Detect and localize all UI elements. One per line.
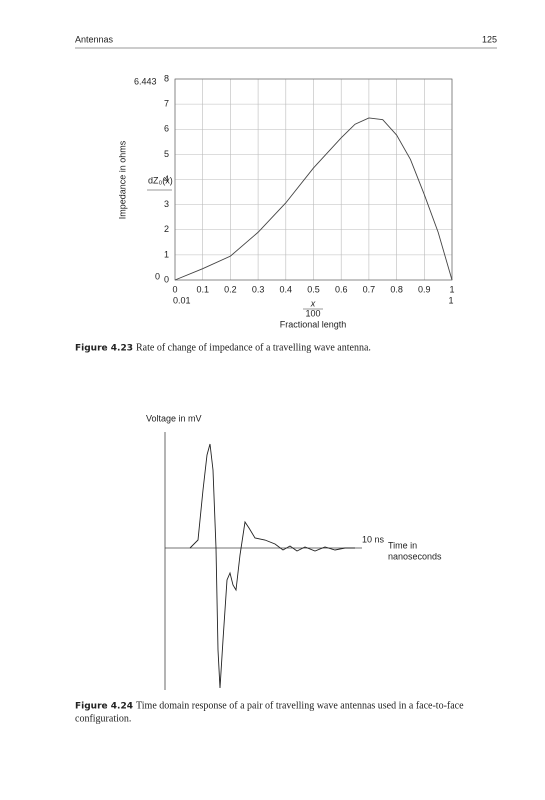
y-tick-label: 2 (164, 224, 169, 234)
x-tick-label: 0.1 (196, 284, 209, 294)
page-number: 125 (482, 34, 497, 44)
figure-caption: Rate of change of impedance of a travell… (136, 342, 371, 353)
y-tick-label: 6 (164, 124, 169, 134)
y-axis-title: Voltage in mV (146, 413, 202, 423)
x-axis-title: nanoseconds (388, 551, 442, 561)
annotation: 1 (448, 295, 453, 305)
x-tick-label: 0.8 (390, 284, 403, 294)
y-tick-label: 8 (164, 73, 169, 83)
x-tick-label: 0.5 (307, 284, 320, 294)
running-head: Antennas (75, 34, 114, 44)
x-tick-label: 0.3 (252, 284, 265, 294)
y-expression: dZ₀(x) (148, 175, 173, 185)
x-axis-title: Fractional length (280, 319, 347, 329)
x-tick-label: 1 (449, 284, 454, 294)
data-line (174, 117, 453, 281)
annotation: 6.443 (134, 76, 157, 86)
annotation: 10 ns (362, 534, 385, 544)
y-tick-label: 5 (164, 149, 169, 159)
y-tick-label: 1 (164, 249, 169, 259)
plot-frame (174, 78, 453, 281)
y-tick-label: 3 (164, 199, 169, 209)
x-tick-label: 0.9 (418, 284, 431, 294)
figure-caption: Time domain response of a pair of travel… (136, 700, 464, 711)
x-tick-label: 0 (172, 284, 177, 294)
x-tick-label: 0.7 (363, 284, 376, 294)
figure-label: Figure 4.23 (75, 344, 133, 354)
x-tick-label: 0.6 (335, 284, 348, 294)
y-tick-label: 4 (164, 174, 169, 184)
y-tick-label: 0 (164, 274, 169, 284)
x-numerator: x (310, 298, 316, 308)
y-axis-title: Impedance in ohms (117, 140, 127, 219)
x-tick-label: 0.4 (280, 284, 293, 294)
figure-label: Figure 4.24 (75, 702, 133, 712)
figure-caption: configuration. (75, 713, 131, 724)
x-tick-label: 0.2 (224, 284, 237, 294)
x-axis-title: Time in (388, 540, 417, 550)
y-tick-label: 7 (164, 99, 169, 109)
x-denominator: 100 (305, 308, 320, 318)
annotation: 0.01 (173, 295, 191, 305)
data-line (189, 443, 355, 689)
annotation: 0 (155, 271, 160, 281)
